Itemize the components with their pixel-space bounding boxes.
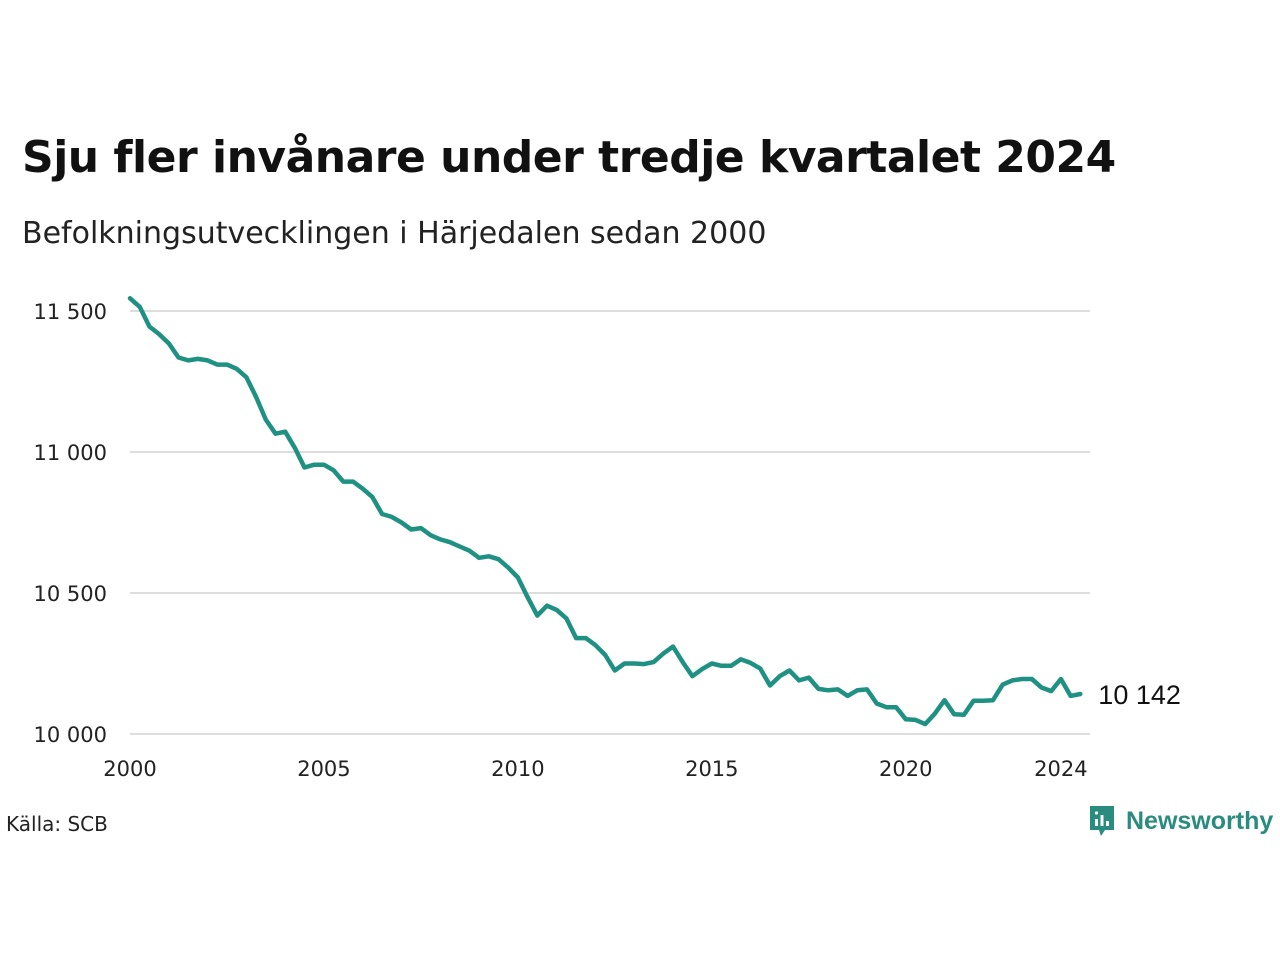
chart-title: Sju fler invånare under tredje kvartalet… [22,132,1116,183]
brand-name: Newsworthy [1126,806,1274,835]
series-group [127,296,1083,727]
x-tick-label: 2020 [879,757,932,781]
gridlines [130,310,1090,735]
x-tick-label: 2005 [297,757,350,781]
y-tick-label: 11 000 [34,441,107,465]
y-tick-label: 11 500 [34,300,107,324]
x-tick-label: 2010 [491,757,544,781]
brand-logo: Newsworthy [1088,804,1273,838]
x-tick-label: 2024 [1034,757,1087,781]
chart-subtitle: Befolkningsutvecklingen i Härjedalen sed… [22,216,767,251]
series-line [127,296,1083,727]
source-note: Källa: SCB [6,812,108,836]
x-axis-ticks: 2000 2005 2010 2015 2020 2024 [103,757,1087,781]
x-tick-label: 2000 [103,757,156,781]
last-value-label: 10 142 [1098,680,1181,710]
newsworthy-logo-icon [1090,806,1114,836]
x-tick-label: 2015 [685,757,738,781]
line-chart: 10 000 10 500 11 000 11 500 2000 2005 2010 201… [34,296,1181,781]
y-tick-label: 10 000 [34,723,107,747]
y-tick-label: 10 500 [34,582,107,606]
y-axis-ticks: 10 000 10 500 11 000 11 500 [34,300,107,747]
